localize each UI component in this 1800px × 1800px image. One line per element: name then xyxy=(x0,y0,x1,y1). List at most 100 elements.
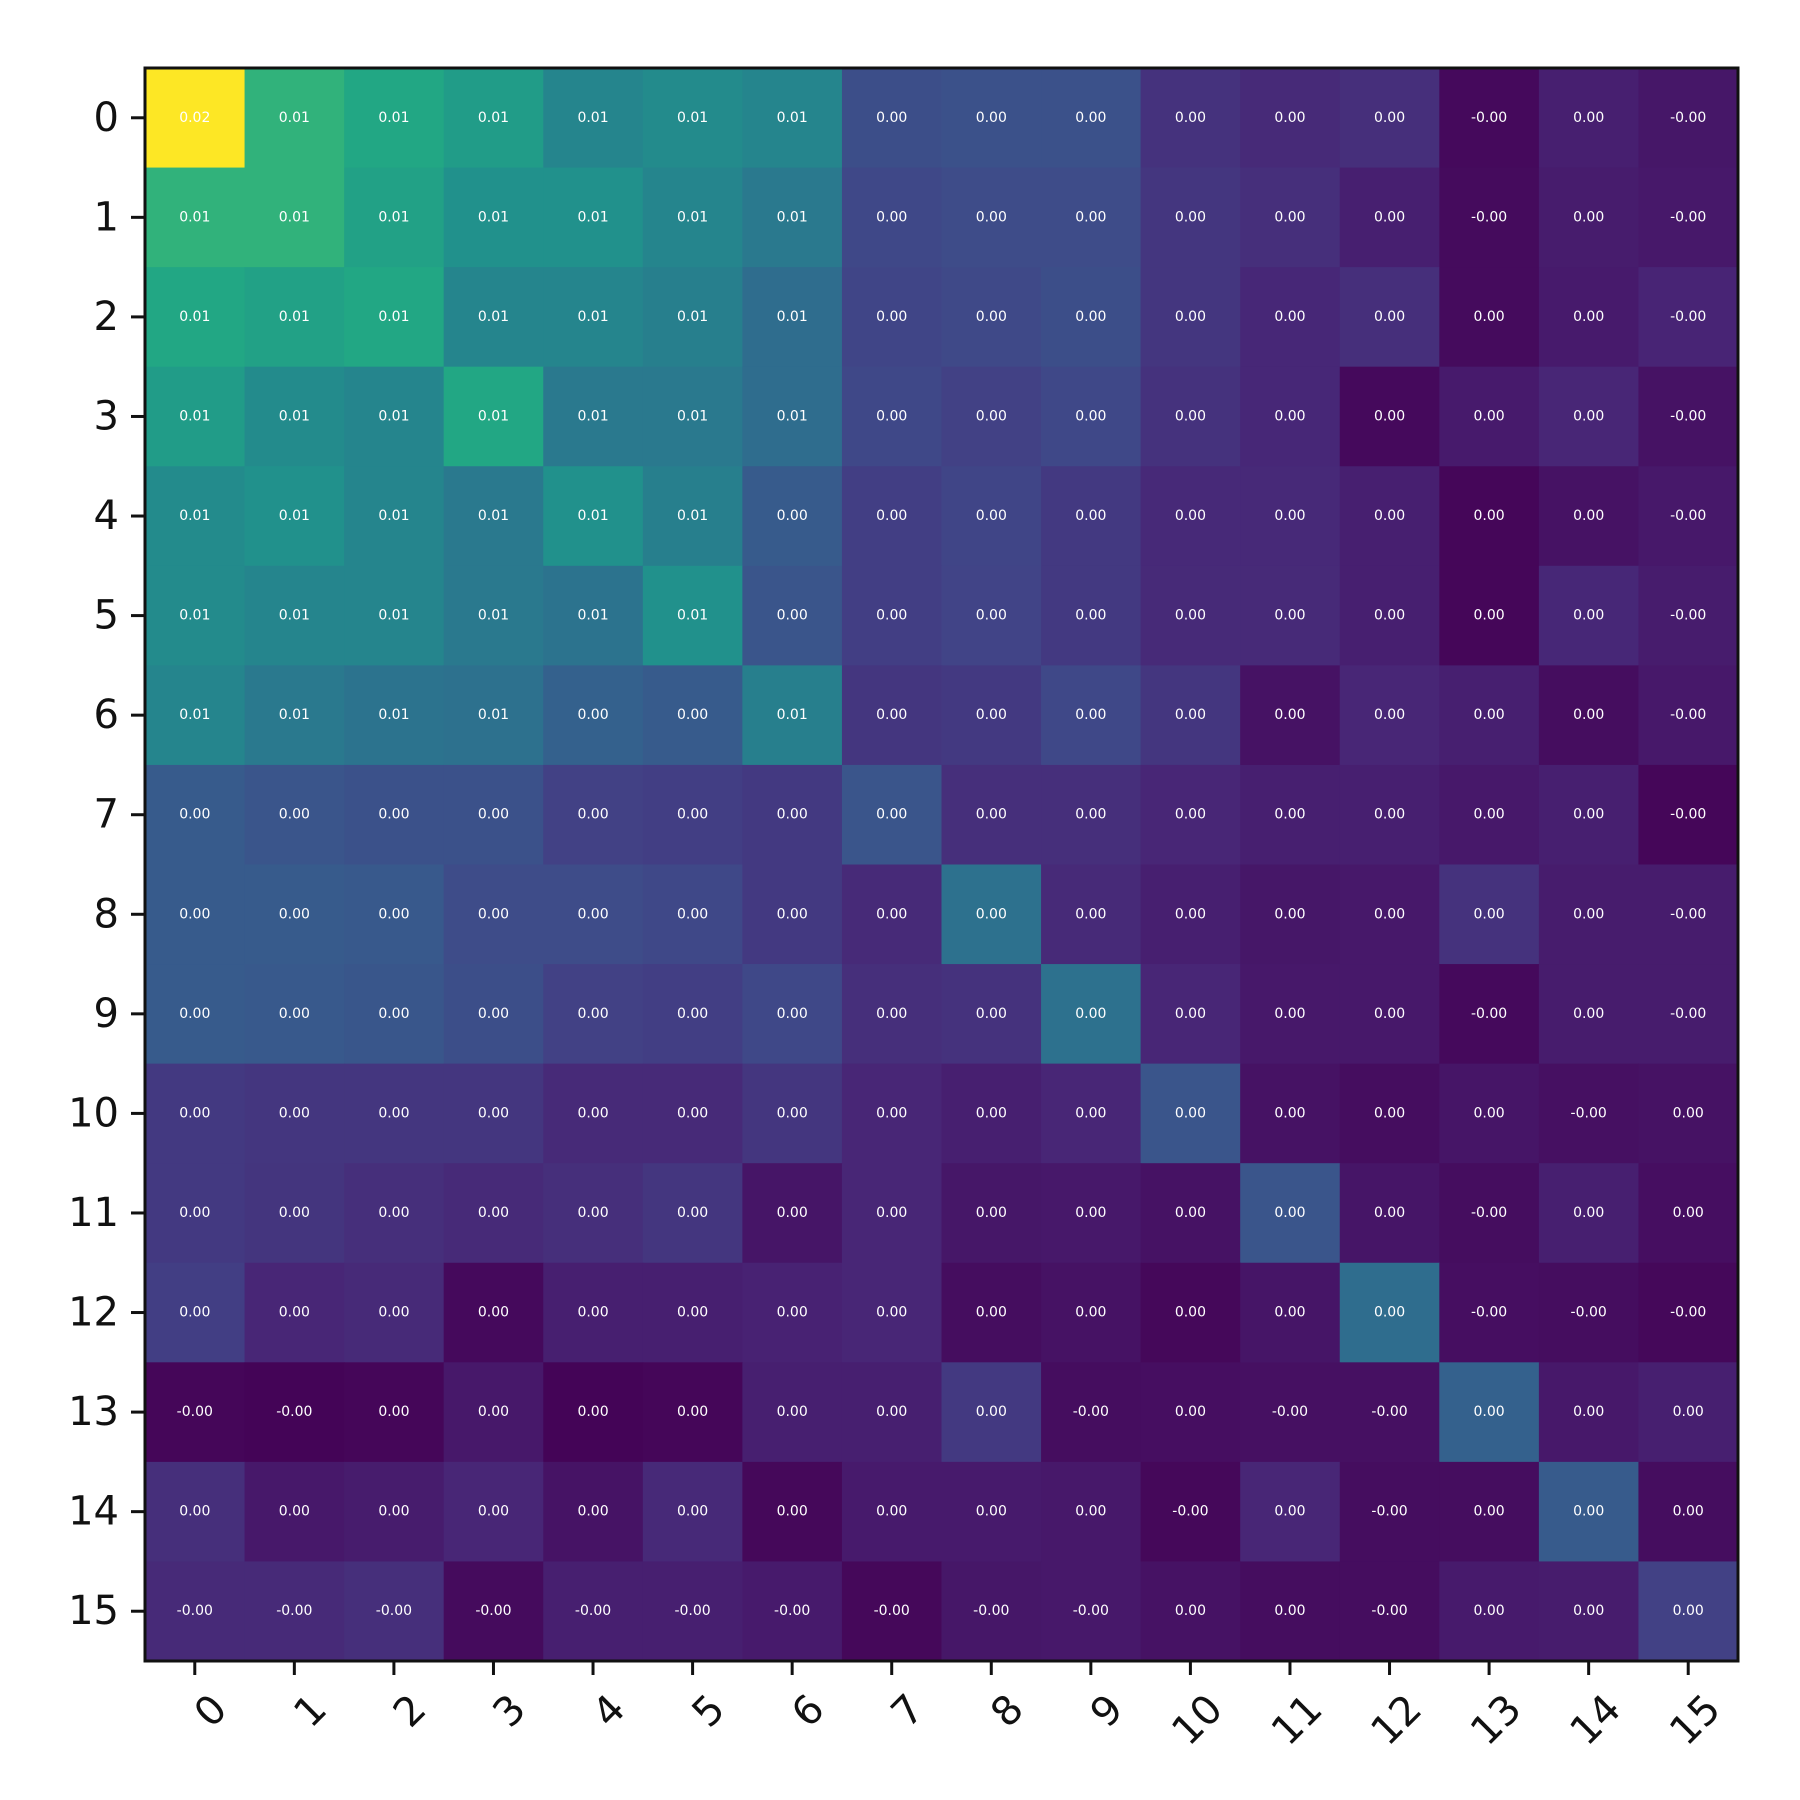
cell-value-label: 0.00 xyxy=(876,906,907,922)
cell-value-label: 0.01 xyxy=(279,707,310,723)
heatmap-cell-r1-c11 xyxy=(1240,167,1341,268)
cell-value-label: 0.00 xyxy=(1274,1603,1305,1619)
cell-value-label: 0.00 xyxy=(1374,707,1405,723)
cell-value-label: 0.00 xyxy=(179,807,210,823)
heatmap-cell-r10-c14 xyxy=(1538,1063,1640,1164)
heatmap-cell-r7-c4 xyxy=(543,764,644,866)
cell-value-label: 0.00 xyxy=(577,1105,608,1121)
cell-value-label: 0.00 xyxy=(279,906,310,922)
heatmap-cell-r4-c6 xyxy=(742,466,843,567)
cell-value-label: 0.00 xyxy=(279,1105,310,1121)
y-tick-label: 8 xyxy=(94,891,119,937)
cell-value-label: 0.00 xyxy=(777,608,808,624)
heatmap-cell-r5-c15 xyxy=(1638,565,1739,666)
cell-value-label: 0.00 xyxy=(777,1404,808,1420)
heatmap-cell-r1-c4 xyxy=(543,167,644,268)
x-tick-label: 0 xyxy=(186,1686,237,1737)
cell-value-label: 0.00 xyxy=(876,508,907,524)
cell-value-label: 0.00 xyxy=(976,408,1007,424)
heatmap-cell-r8-c2 xyxy=(344,864,445,965)
heatmap-cell-r8-c0 xyxy=(145,864,246,965)
cell-value-label: 0.00 xyxy=(1274,408,1305,424)
heatmap-cell-r9-c3 xyxy=(443,964,544,1065)
heatmap-cell-r10-c9 xyxy=(1041,1063,1142,1164)
cell-value-label: 0.00 xyxy=(1075,1006,1106,1022)
heatmap-cell-r4-c10 xyxy=(1140,466,1241,567)
heatmap-cell-r3-c15 xyxy=(1638,366,1739,467)
cell-value-label: 0.00 xyxy=(1474,906,1505,922)
heatmap-cell-r13-c4 xyxy=(543,1362,644,1463)
heatmap-cell-r2-c8 xyxy=(941,267,1042,368)
heatmap-cell-r5-c4 xyxy=(543,565,644,666)
cell-value-label: 0.00 xyxy=(1075,707,1106,723)
heatmap-cell-r7-c6 xyxy=(742,764,843,866)
heatmap-cell-r13-c10 xyxy=(1140,1362,1241,1463)
heatmap-cell-r4-c15 xyxy=(1638,466,1739,567)
heatmap-cell-r8-c11 xyxy=(1240,864,1341,965)
cell-value-label: 0.00 xyxy=(976,1404,1007,1420)
heatmap-cell-r4-c0 xyxy=(145,466,246,567)
heatmap-cell-r14-c6 xyxy=(742,1461,843,1563)
cell-value-label: 0.00 xyxy=(976,707,1007,723)
heatmap-cell-r10-c15 xyxy=(1638,1063,1739,1164)
cell-value-label: 0.01 xyxy=(179,408,210,424)
plot-frame xyxy=(143,66,1740,1663)
heatmap-cell-r11-c10 xyxy=(1140,1163,1241,1264)
cell-value-label: 0.00 xyxy=(378,1006,409,1022)
cell-value-label: 0.01 xyxy=(777,408,808,424)
x-tick-label: 9 xyxy=(1082,1686,1133,1737)
cell-value-label: 0.00 xyxy=(1274,1006,1305,1022)
heatmap-cell-r15-c8 xyxy=(941,1561,1042,1662)
heatmap-cell-r11-c3 xyxy=(443,1163,544,1264)
heatmap-cell-r2-c1 xyxy=(244,267,345,368)
cell-value-label: 0.01 xyxy=(777,110,808,126)
cell-value-label: 0.00 xyxy=(976,110,1007,126)
heatmap-cell-r0-c4 xyxy=(543,68,644,169)
cell-value-label: 0.01 xyxy=(478,508,509,524)
heatmap-cell-r14-c0 xyxy=(145,1461,246,1563)
cell-value-label: 0.00 xyxy=(677,1105,708,1121)
heatmap-cell-r10-c7 xyxy=(841,1063,943,1164)
cell-value-label: 0.00 xyxy=(1573,807,1604,823)
cell-value-label: 0.00 xyxy=(279,1006,310,1022)
cell-value-label: 0.01 xyxy=(677,608,708,624)
heatmap-cell-r14-c9 xyxy=(1041,1461,1142,1563)
x-tick-label: 8 xyxy=(982,1686,1033,1737)
heatmap-cell-r11-c7 xyxy=(841,1163,943,1264)
cell-value-label: 0.00 xyxy=(1374,1105,1405,1121)
heatmap-cell-r3-c4 xyxy=(543,366,644,467)
heatmap-cell-r8-c12 xyxy=(1339,864,1440,965)
heatmap-cell-r15-c2 xyxy=(344,1561,445,1662)
heatmap-cell-r6-c9 xyxy=(1041,665,1142,766)
heatmap-cell-r2-c10 xyxy=(1140,267,1241,368)
cell-value-label: 0.00 xyxy=(478,1105,509,1121)
heatmap-cell-r7-c8 xyxy=(941,764,1042,866)
cell-value-label: 0.00 xyxy=(1573,707,1604,723)
heatmap-cell-r3-c13 xyxy=(1439,366,1540,467)
heatmap-cell-r13-c5 xyxy=(642,1362,743,1463)
cell-value-label: 0.00 xyxy=(1274,906,1305,922)
heatmap-cell-r14-c3 xyxy=(443,1461,544,1563)
x-tick-label: 10 xyxy=(1163,1686,1232,1755)
cell-value-label: 0.00 xyxy=(1274,209,1305,225)
cell-value-label: -0.00 xyxy=(1371,1603,1407,1619)
cell-value-label: 0.00 xyxy=(1274,110,1305,126)
cell-value-label: 0.00 xyxy=(1175,1603,1206,1619)
cell-value-label: 0.00 xyxy=(1474,309,1505,325)
cell-value-label: 0.00 xyxy=(577,1205,608,1221)
cell-value-label: 0.00 xyxy=(876,1305,907,1321)
cell-value-label: 0.01 xyxy=(378,309,409,325)
y-tick-label: 0 xyxy=(94,95,119,141)
cell-value-label: 0.00 xyxy=(876,1504,907,1520)
cell-value-label: -0.00 xyxy=(1670,1006,1706,1022)
heatmap-cell-r8-c6 xyxy=(742,864,843,965)
heatmap-cell-r10-c2 xyxy=(344,1063,445,1164)
cell-value-label: 0.00 xyxy=(876,807,907,823)
heatmap-cell-r8-c5 xyxy=(642,864,743,965)
cell-value-label: -0.00 xyxy=(1272,1404,1308,1420)
heatmap-cell-r14-c7 xyxy=(841,1461,943,1563)
cell-value-label: -0.00 xyxy=(376,1603,412,1619)
heatmap-cell-r15-c15 xyxy=(1638,1561,1739,1662)
cell-value-label: 0.00 xyxy=(976,508,1007,524)
heatmap-cell-r13-c8 xyxy=(941,1362,1042,1463)
